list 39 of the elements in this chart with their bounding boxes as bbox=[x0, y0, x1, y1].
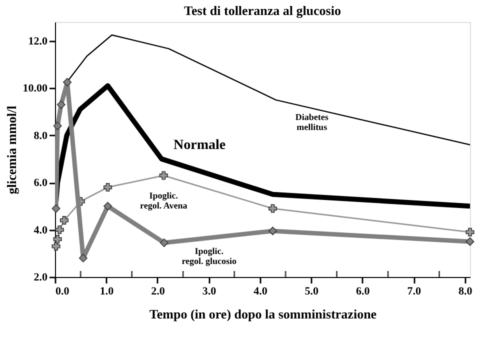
point bbox=[466, 237, 474, 246]
annotation: Diabetes mellitus bbox=[295, 112, 329, 132]
point bbox=[60, 216, 68, 225]
point bbox=[55, 226, 64, 234]
point bbox=[160, 238, 168, 248]
point bbox=[159, 171, 168, 180]
x-tick-label: 0.0 bbox=[56, 286, 70, 298]
chart-title: Test di tolleranza al glucosio bbox=[184, 3, 341, 18]
point bbox=[53, 122, 62, 130]
point bbox=[53, 234, 62, 244]
y-tick-label: 12.0 bbox=[28, 35, 48, 48]
x-tick-label: 6.0 bbox=[356, 286, 370, 298]
point bbox=[52, 204, 60, 213]
point bbox=[104, 202, 112, 210]
annotation: Normale bbox=[174, 138, 226, 153]
x-tick-label: 7.0 bbox=[407, 286, 422, 298]
annotation: Ipoglic. regol. glucosio bbox=[182, 246, 238, 266]
x-tick-label: 4.0 bbox=[254, 286, 268, 298]
point bbox=[268, 204, 278, 213]
x-tick-label: 2.0 bbox=[151, 286, 166, 298]
x-tick-label: 1.0 bbox=[100, 286, 114, 298]
y-axis-title: glicemia mmol/l bbox=[4, 105, 19, 194]
y-tick-label: 8.0 bbox=[34, 130, 48, 142]
annotation: Ipoglic. regol. Avena bbox=[140, 190, 188, 210]
y-tick-label: 6.0 bbox=[34, 177, 48, 190]
point bbox=[104, 183, 112, 192]
point bbox=[466, 228, 474, 236]
x-tick-label: 3.0 bbox=[202, 286, 217, 298]
point bbox=[63, 78, 72, 86]
y-tick-label: 4.0 bbox=[34, 224, 48, 236]
point bbox=[56, 100, 66, 109]
y-tick-label: 2.0 bbox=[34, 272, 48, 284]
x-tick-label: 5.0 bbox=[304, 286, 320, 298]
point bbox=[78, 254, 88, 262]
point bbox=[52, 242, 60, 251]
point bbox=[268, 226, 278, 236]
x-tick-label: 8.0 bbox=[458, 286, 473, 298]
y-tick-label: 10.00 bbox=[22, 82, 48, 95]
x-axis-title: Tempo (in ore) dopo la somministrazione bbox=[149, 306, 377, 322]
